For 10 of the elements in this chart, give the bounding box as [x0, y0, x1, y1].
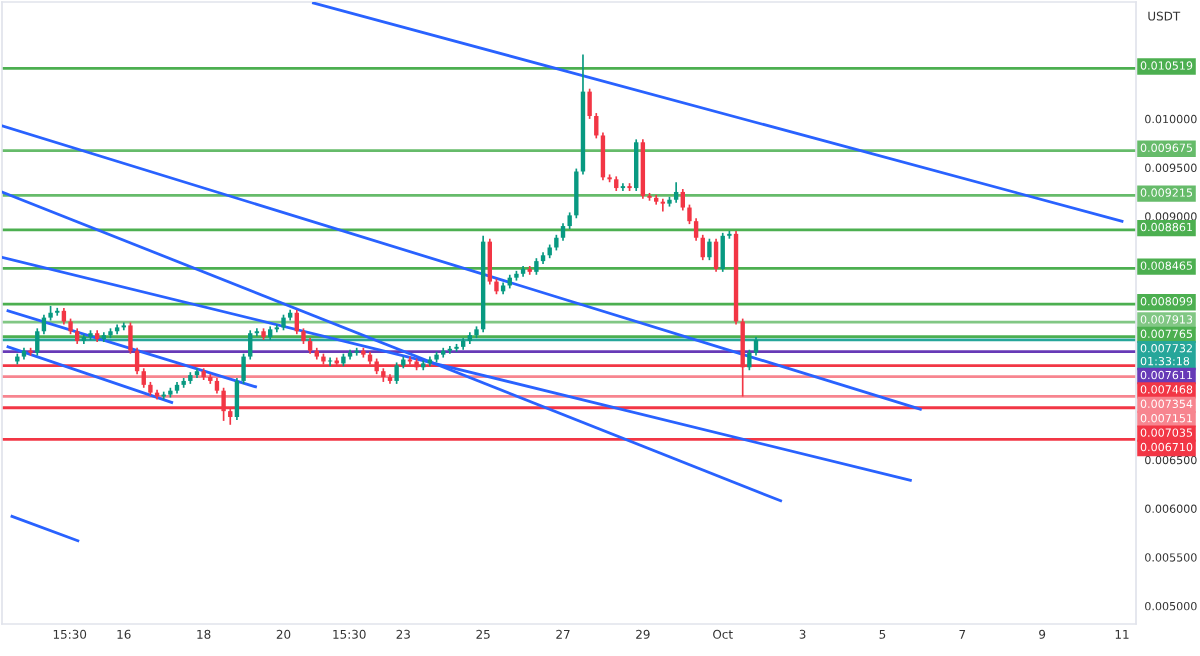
candlestick: [707, 237, 712, 261]
candlestick: [713, 237, 719, 273]
candlestick: [487, 237, 492, 286]
candlestick: [634, 138, 639, 192]
candlestick: [35, 327, 40, 357]
candlestick: [673, 181, 679, 204]
candlestick: [720, 232, 725, 273]
candlestick: [600, 131, 606, 182]
candlestick: [327, 356, 333, 368]
candlestick: [394, 361, 399, 385]
